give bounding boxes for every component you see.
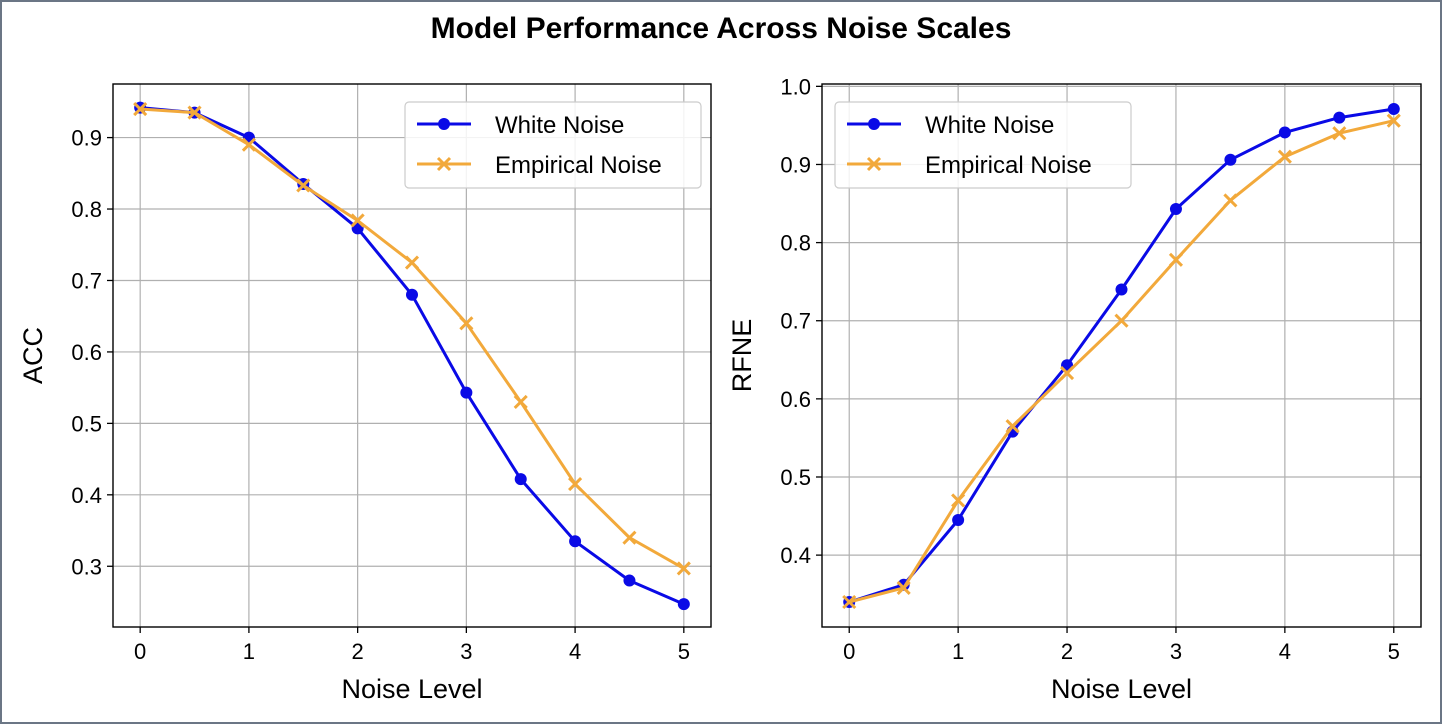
data-point-empirical-noise [1059, 366, 1075, 381]
data-point-white-noise [1278, 126, 1291, 139]
y-tick-label: 0.7 [780, 309, 811, 334]
data-point-white-noise [514, 473, 527, 486]
legend-marker-x [436, 156, 452, 172]
y-tick-label: 0.4 [780, 543, 811, 568]
legend-box [834, 101, 1132, 189]
legend-box [404, 101, 702, 189]
data-point-empirical-noise [350, 213, 365, 228]
data-point-empirical-noise [404, 255, 420, 270]
x-axis-label: Noise Level [341, 674, 482, 704]
x-tick-label: 0 [134, 639, 146, 664]
x-axis-label: Noise Level [1051, 674, 1192, 704]
y-tick-label: 0.4 [71, 483, 102, 508]
x-tick-label: 0 [843, 639, 855, 664]
legend-label: Empirical Noise [925, 152, 1092, 179]
series-line-empirical-noise [848, 119, 1395, 604]
x-tick-label: 1 [243, 639, 255, 664]
data-point-white-noise [623, 574, 636, 587]
legend-label: White Noise [495, 112, 624, 139]
x-tick-label: 2 [352, 639, 364, 664]
x-tick-label: 3 [1170, 639, 1182, 664]
data-point-white-noise [1115, 283, 1128, 296]
data-point-empirical-noise [1386, 113, 1401, 128]
data-point-white-noise [1224, 153, 1237, 166]
x-tick-label: 1 [952, 639, 964, 664]
legend-label: White Noise [925, 112, 1054, 139]
data-point-empirical-noise [133, 101, 148, 117]
data-point-empirical-noise [896, 580, 911, 595]
data-point-empirical-noise [1277, 149, 1292, 164]
data-point-white-noise [460, 386, 473, 399]
y-tick-label: 0.8 [780, 231, 811, 256]
plot-frame [821, 83, 1422, 628]
y-axis-label: RFNE [727, 319, 757, 393]
y-tick-label: 0.7 [71, 268, 102, 293]
legend-marker-circle [868, 118, 880, 130]
data-point-white-noise [1333, 111, 1346, 124]
y-tick-label: 0.6 [71, 340, 102, 365]
data-point-white-noise [1169, 203, 1182, 216]
y-tick-label: 0.3 [71, 554, 102, 579]
plot-frame [112, 83, 712, 628]
y-tick-label: 0.9 [780, 152, 811, 177]
x-tick-label: 4 [1279, 639, 1291, 664]
y-tick-label: 1.0 [780, 74, 811, 99]
x-tick-label: 4 [569, 639, 581, 664]
y-tick-label: 0.9 [71, 126, 102, 151]
data-point-white-noise [569, 535, 582, 548]
figure-title: Model Performance Across Noise Scales [430, 12, 1012, 45]
data-point-white-noise [1387, 103, 1400, 116]
data-point-empirical-noise [459, 316, 474, 331]
data-point-white-noise [677, 598, 690, 611]
legend-marker-x [866, 156, 882, 172]
data-point-empirical-noise [1332, 126, 1347, 141]
x-tick-label: 3 [460, 639, 472, 664]
subplot-2: 0 1 2 3 4 5 0.4 0.5 0.6 0.7 0.8 0.9 1.0 Noise Level RF… [727, 74, 1422, 704]
legend-label: Empirical Noise [495, 152, 662, 179]
x-tick-label: 2 [1061, 639, 1073, 664]
data-point-empirical-noise [676, 561, 691, 576]
y-tick-label: 0.8 [71, 197, 102, 222]
data-point-empirical-noise [842, 594, 857, 610]
data-point-empirical-noise [187, 105, 202, 120]
data-point-empirical-noise [1168, 252, 1184, 267]
y-tick-label: 0.5 [780, 465, 811, 490]
data-point-empirical-noise [241, 137, 256, 152]
legend-marker-circle [438, 118, 450, 130]
y-axis-label: ACC [18, 327, 48, 384]
y-tick-label: 0.5 [71, 411, 102, 436]
data-point-white-noise [406, 288, 418, 301]
data-point-empirical-noise [622, 530, 637, 545]
data-point-empirical-noise [513, 394, 528, 410]
x-tick-label: 5 [1388, 639, 1400, 664]
data-point-empirical-noise [1005, 419, 1020, 434]
subplot-1: 0 1 2 3 4 5 0.3 0.4 0.5 0.6 0.7 0.8 0.9 Noise Level AC… [18, 83, 712, 704]
data-point-white-noise [952, 513, 965, 526]
x-tick-label: 5 [678, 639, 690, 664]
data-point-empirical-noise [296, 178, 311, 193]
data-point-empirical-noise [568, 477, 583, 492]
data-point-empirical-noise [1114, 313, 1129, 328]
data-point-empirical-noise [951, 493, 966, 508]
data-point-empirical-noise [1223, 193, 1238, 208]
y-tick-label: 0.6 [780, 387, 811, 412]
